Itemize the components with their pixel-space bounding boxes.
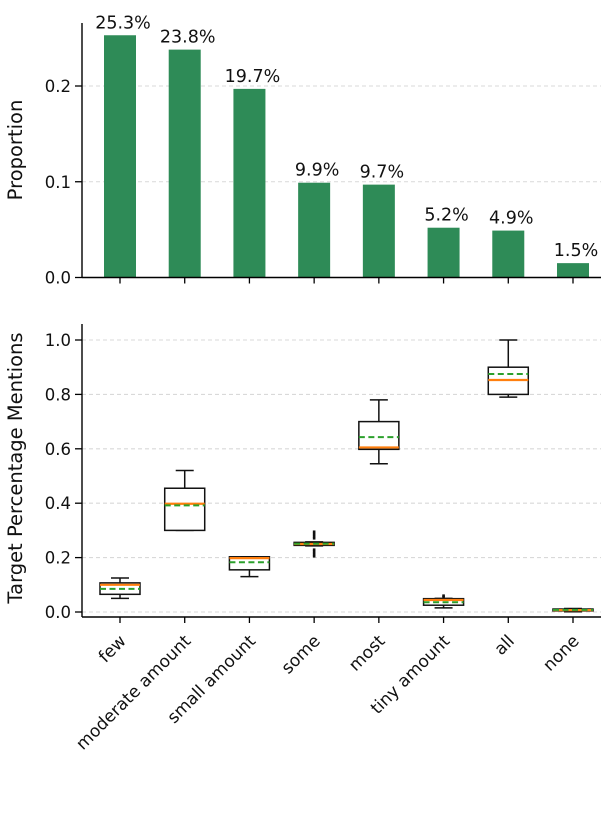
bar-value-label: 1.5% [554, 241, 598, 261]
bar [298, 182, 331, 278]
box-group [228, 556, 271, 578]
box-group [99, 577, 141, 600]
x-tick-label: all [491, 631, 519, 659]
y-tick-label: 0.6 [45, 440, 71, 459]
flier-point [312, 550, 316, 554]
y-tick-label: 1.0 [45, 331, 71, 350]
bar [104, 35, 136, 278]
flier-point [312, 530, 316, 534]
flier-point [312, 554, 316, 558]
box-group [163, 469, 206, 532]
bar [556, 263, 589, 278]
bar [233, 88, 266, 278]
y-tick-label: 0.4 [45, 494, 71, 513]
box-group [422, 594, 465, 609]
box-group [358, 399, 400, 465]
flier-point [442, 594, 445, 597]
flier-point [312, 534, 316, 538]
y-tick-label: 0.2 [45, 77, 71, 96]
bar [168, 49, 201, 278]
flier-point [442, 595, 445, 599]
flier-point [312, 532, 316, 536]
box-group [293, 530, 335, 558]
bar-value-label: 9.7% [360, 163, 404, 183]
x-tick-label: most [345, 631, 389, 675]
flier-point [312, 548, 316, 552]
bar-value-label: 23.8% [160, 28, 216, 48]
bar [362, 184, 395, 278]
y-tick-label: 0.8 [45, 385, 71, 404]
y-tick-label: 0.1 [45, 173, 71, 192]
x-tick-label: none [539, 631, 583, 675]
flier-point [312, 536, 316, 540]
bar-value-label: 25.3% [95, 13, 151, 33]
bar-value-label: 9.9% [295, 161, 339, 181]
bar-value-label: 19.7% [225, 67, 281, 87]
y-tick-label: 0.0 [45, 269, 71, 288]
y-axis-title: Target Percentage Mentions [4, 332, 27, 604]
iqr-box [163, 487, 206, 532]
bar [427, 227, 460, 278]
y-tick-label: 0.0 [45, 603, 71, 622]
x-tick-label: some [278, 631, 325, 678]
iqr-box [358, 420, 400, 451]
iqr-box [228, 556, 271, 571]
x-tick-label: moderate amount [72, 631, 195, 754]
bar-chart: 25.3% 23.8% 19.7% 9.9% 9.7% 5.2% 4.9% 1.5% 0.0 0.… [4, 13, 601, 288]
x-tick-label: few [95, 631, 131, 667]
box-group [487, 339, 530, 398]
box-group [552, 607, 594, 613]
y-axis-title: Proportion [4, 100, 27, 201]
bar-value-label: 4.9% [489, 209, 533, 229]
bar-value-label: 5.2% [424, 206, 468, 226]
bar [492, 230, 525, 278]
flier-point [312, 552, 316, 556]
y-tick-label: 0.2 [45, 549, 71, 568]
